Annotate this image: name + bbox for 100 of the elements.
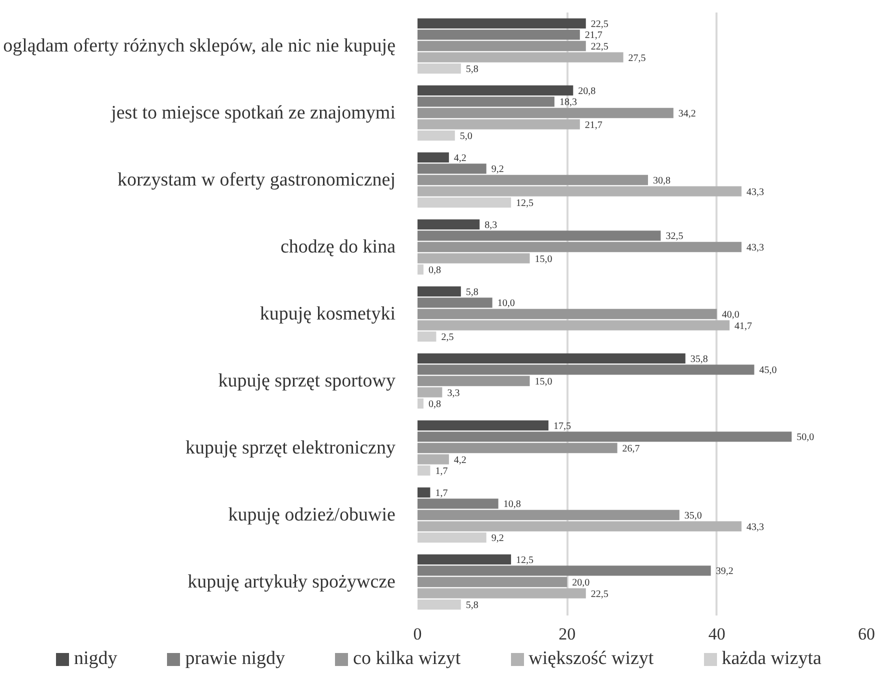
data-label: 22,5: [590, 588, 608, 600]
data-label: 50,0: [796, 432, 814, 444]
data-label: 4,2: [454, 454, 466, 466]
bar: [418, 18, 586, 29]
data-label: 1,7: [435, 466, 448, 478]
data-label: 20,8: [578, 86, 596, 97]
data-label: 10,8: [503, 499, 521, 510]
x-tick-label: 40: [708, 624, 726, 644]
bar: [418, 588, 586, 598]
data-label: 0,8: [428, 399, 441, 410]
legend-label: prawie nigdy: [185, 647, 286, 671]
bar: [418, 96, 554, 107]
data-label: 21,7: [584, 30, 602, 42]
bar: [418, 253, 530, 264]
bar: [418, 432, 792, 442]
bar: [418, 119, 580, 130]
bar: [418, 30, 580, 40]
y-tick-label: chodzę do kina: [280, 236, 396, 258]
data-label: 4,2: [454, 152, 466, 164]
bar: [418, 40, 586, 52]
bar: [418, 566, 711, 576]
data-label: 5,8: [466, 600, 478, 612]
data-label: 43,3: [746, 242, 764, 254]
bar: [418, 85, 574, 96]
data-label: 15,0: [534, 254, 552, 265]
bar: [418, 242, 742, 252]
data-label: 5,8: [466, 64, 478, 76]
bar: [418, 63, 461, 74]
bar: [418, 599, 461, 610]
data-label: 45,0: [759, 365, 777, 376]
data-label: 43,3: [746, 522, 764, 533]
bar: [418, 442, 618, 454]
bar: [418, 498, 498, 509]
bar: [418, 521, 742, 532]
bar: [418, 454, 449, 464]
data-label: 5,8: [466, 286, 478, 298]
data-label: 10,0: [497, 298, 515, 310]
bar: [418, 353, 686, 364]
data-label: 15,0: [534, 376, 552, 388]
data-label: 0,8: [428, 265, 441, 276]
legend-label: każda wizyta: [722, 647, 822, 671]
data-label: 1,7: [435, 488, 448, 499]
bar: [418, 532, 486, 543]
bar: [418, 576, 568, 588]
y-tick-label: kupuję sprzęt sportowy: [218, 370, 396, 392]
data-label: 20,0: [572, 578, 590, 588]
data-label: 22,5: [590, 18, 608, 30]
data-label: 32,5: [666, 231, 684, 242]
data-label: 22,5: [590, 42, 608, 52]
data-label: 9,2: [491, 164, 504, 176]
data-label: 35,8: [690, 354, 708, 365]
bar: [418, 108, 674, 118]
data-label: 5,0: [460, 131, 472, 142]
bar: [418, 510, 680, 520]
x-tick-label: 60: [858, 624, 875, 644]
x-tick-label: 20: [558, 624, 576, 644]
bar: [418, 230, 661, 241]
data-label: 2,5: [441, 332, 454, 344]
bar: [418, 465, 430, 476]
bar: [418, 164, 486, 174]
data-label: 12,5: [516, 198, 534, 210]
data-label: 34,2: [678, 108, 696, 120]
data-label: 12,5: [516, 554, 534, 566]
bar: [418, 130, 455, 141]
y-tick-label: kupuję kosmetyki: [260, 304, 396, 324]
data-label: 3,3: [447, 388, 460, 399]
bar: [418, 387, 442, 398]
bar: [418, 331, 436, 342]
data-label: 8,3: [484, 220, 498, 231]
legend-label: nigdy: [74, 647, 118, 671]
bar: [418, 308, 717, 320]
bar: [418, 264, 424, 275]
data-label: 21,7: [584, 120, 602, 131]
data-label: 30,8: [652, 176, 670, 186]
data-label: 40,0: [722, 310, 740, 320]
bar: [418, 554, 512, 565]
bar: [418, 398, 424, 409]
y-tick-label: oglądam oferty różnych sklepów, ale nic nie kupuję: [3, 36, 396, 56]
bar: [418, 420, 548, 431]
legend-label: większość wizyt: [528, 647, 654, 671]
y-tick-label: kupuję sprzęt elektroniczny: [186, 438, 396, 458]
y-tick-label: kupuję odzież/obuwie: [228, 504, 396, 526]
bar: [418, 219, 480, 230]
data-label: 27,5: [628, 52, 646, 64]
data-label: 26,7: [622, 444, 640, 454]
bar: [418, 52, 624, 62]
data-label: 9,2: [491, 533, 504, 544]
bar: [418, 364, 754, 375]
bar: [418, 298, 492, 308]
bar: [418, 174, 648, 186]
x-tick-label: 0: [413, 624, 422, 644]
data-label: 39,2: [716, 566, 734, 578]
y-tick-label: jest to miejsce spotkań ze znajomymi: [110, 102, 396, 124]
bar: [418, 376, 530, 386]
bar: [418, 197, 512, 208]
y-tick-label: korzystam w oferty gastronomicznej: [117, 170, 396, 190]
bar: [418, 186, 742, 196]
data-label: 41,7: [734, 320, 752, 332]
bar: [418, 487, 430, 498]
data-label: 35,0: [684, 510, 702, 522]
